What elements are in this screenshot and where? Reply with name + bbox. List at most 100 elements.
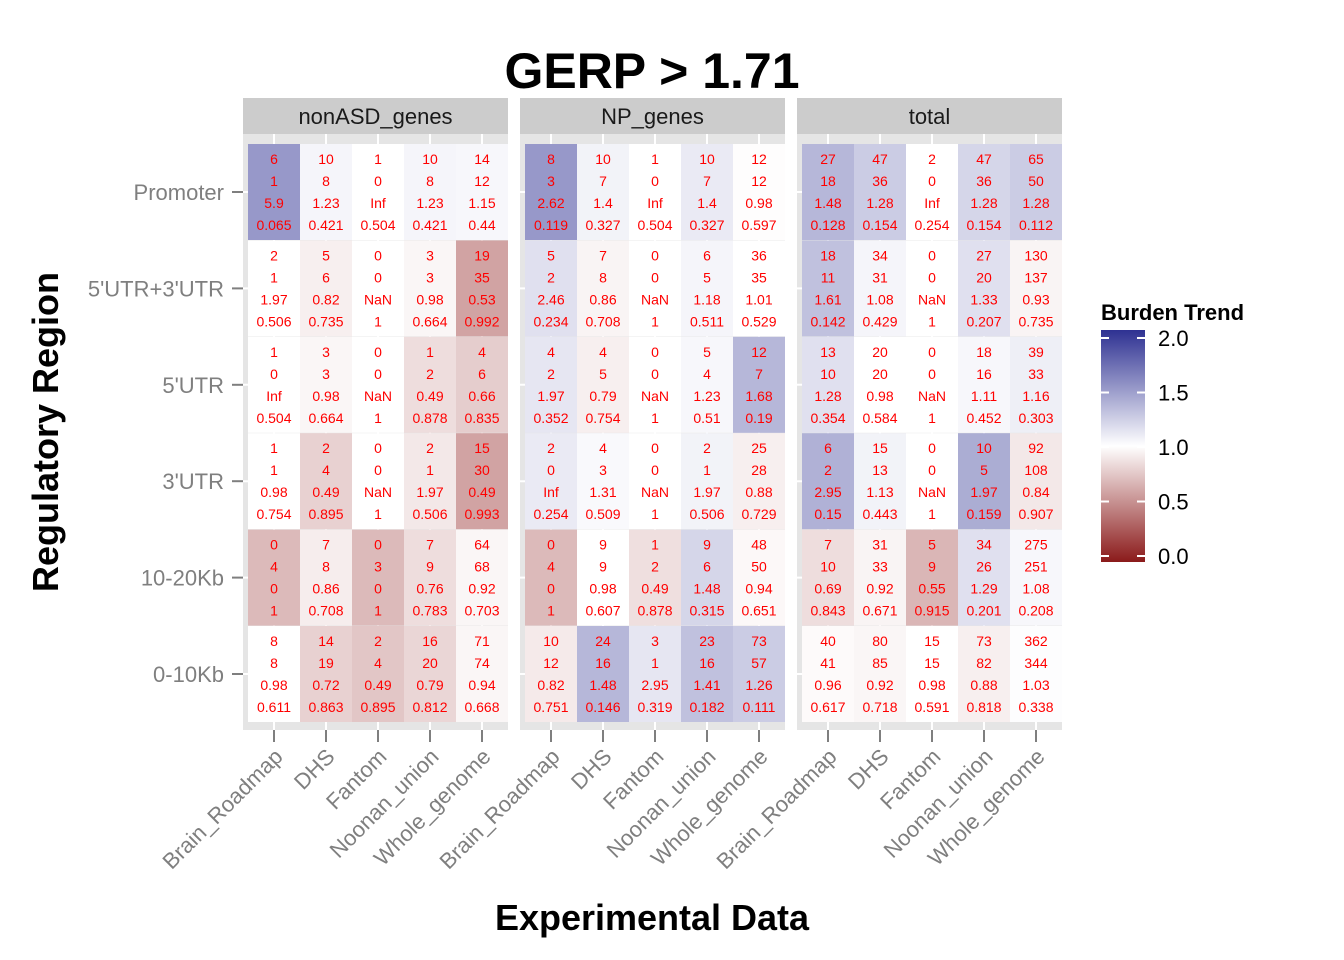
cell-fill	[300, 240, 352, 337]
cell-label: 0.506	[412, 506, 447, 522]
cell-label: 1.23	[312, 195, 339, 211]
cell-label: 12	[751, 344, 767, 360]
cell-label: 0	[374, 247, 382, 263]
heatmap-cell: 27 18 1.48 0.128	[802, 144, 854, 240]
cell-label: 2.62	[537, 195, 564, 211]
cell-label: 0	[270, 537, 278, 553]
cell-label: 0.303	[1018, 410, 1053, 426]
cell-label: 6	[703, 247, 711, 263]
facet-label: NP_genes	[601, 104, 704, 129]
heatmap-cell: 40 41 0.96 0.617	[802, 626, 854, 722]
cell-label: 2	[928, 151, 936, 167]
cell-label: 0.88	[745, 484, 772, 500]
cell-fill	[525, 144, 577, 240]
cell-label: 0	[651, 173, 659, 189]
heatmap-cell: 362 344 1.03 0.338	[1010, 626, 1062, 722]
cell-label: 0.208	[1018, 603, 1053, 619]
cell-fill	[577, 240, 629, 337]
cell-label: 0.611	[257, 699, 291, 715]
cell-label: 50	[751, 559, 767, 575]
cell-label: 0.651	[741, 603, 776, 619]
cell-label: 0	[651, 440, 659, 456]
cell-fill	[802, 240, 854, 337]
cell-label: 0	[928, 440, 936, 456]
cell-label: 0	[928, 247, 936, 263]
cell-label: 0.94	[468, 677, 495, 693]
cell-label: 2	[703, 440, 711, 456]
cell-label: 0.754	[585, 410, 620, 426]
cell-fill	[248, 433, 300, 530]
cell-label: 0.878	[412, 410, 447, 426]
heatmap-cell: 1 0 Inf 0.504	[248, 336, 300, 433]
heatmap-cell: 16 20 0.79 0.812	[404, 626, 456, 722]
heatmap-cell: 1 2 0.49 0.878	[629, 529, 681, 626]
cell-label: 0.96	[814, 677, 841, 693]
cell-label: 0.86	[589, 291, 616, 307]
cell-label: 0.506	[689, 506, 724, 522]
cell-label: 1	[374, 410, 382, 426]
cell-fill	[300, 433, 352, 530]
cell-label: 0.835	[464, 410, 499, 426]
cell-fill	[733, 529, 785, 626]
cell-label: 0.843	[810, 603, 845, 619]
heatmap-cell: 3 3 0.98 0.664	[300, 336, 352, 433]
heatmap-cell: 7 10 0.69 0.843	[802, 529, 854, 626]
cell-label: 0.664	[412, 313, 447, 329]
cell-label: 0.915	[914, 603, 949, 619]
cell-fill	[352, 626, 404, 722]
cell-label: 344	[1024, 655, 1048, 671]
facet-label: total	[909, 104, 951, 129]
heatmap-cell: 47 36 1.28 0.154	[854, 144, 906, 240]
cell-label: 0.729	[741, 506, 776, 522]
cell-label: 27	[820, 151, 836, 167]
cell-label: 2	[270, 247, 278, 263]
cell-label: 7	[599, 247, 607, 263]
cell-label: 74	[474, 655, 490, 671]
cell-label: 0.92	[866, 581, 893, 597]
heatmap-cell: 6 1 5.9 0.065	[248, 144, 300, 240]
cell-fill	[248, 144, 300, 240]
cell-label: 6	[824, 440, 832, 456]
cell-label: 1.68	[745, 388, 772, 404]
cell-label: 0.421	[308, 217, 343, 233]
cell-label: 0.76	[416, 581, 443, 597]
cell-label: 0.443	[862, 506, 897, 522]
heatmap-cell: 65 50 1.28 0.112	[1010, 144, 1062, 240]
cell-label: 3	[599, 462, 607, 478]
cell-fill	[802, 144, 854, 240]
heatmap-cell: 3 1 2.95 0.319	[629, 626, 681, 722]
cell-label: 9	[426, 559, 434, 575]
cell-label: 0	[374, 440, 382, 456]
cell-label: 1	[270, 173, 278, 189]
cell-fill	[906, 626, 958, 722]
cell-label: 0.15	[814, 506, 841, 522]
cell-label: 6	[478, 366, 486, 382]
heatmap-cell: 5 2 2.46 0.234	[525, 240, 577, 337]
heatmap-cell: 39 33 1.16 0.303	[1010, 336, 1062, 433]
cell-label: 33	[872, 559, 888, 575]
cell-label: 0.201	[966, 603, 1001, 619]
heatmap-cell: 0 0 NaN 1	[629, 336, 681, 433]
cell-label: Inf	[370, 195, 386, 211]
cell-label: 1.18	[693, 291, 720, 307]
x-tick-label: Brain_Roadmap	[711, 744, 841, 874]
cell-fill	[1010, 433, 1062, 530]
cell-fill	[300, 336, 352, 433]
cell-label: 1	[270, 462, 278, 478]
cell-fill	[958, 144, 1010, 240]
cell-label: 1	[928, 313, 936, 329]
cell-label: 1.97	[260, 291, 287, 307]
cell-label: 7	[426, 537, 434, 553]
cell-label: 82	[976, 655, 992, 671]
cell-label: 12	[751, 151, 767, 167]
cell-label: 0.207	[966, 313, 1001, 329]
heatmap-cell: 27 20 1.33 0.207	[958, 240, 1010, 337]
cell-label: 1	[426, 462, 434, 478]
cell-label: 12	[543, 655, 559, 671]
cell-label: 31	[872, 537, 888, 553]
cell-fill	[352, 336, 404, 433]
heatmap-cell: 8 8 0.98 0.611	[248, 626, 300, 722]
cell-label: 57	[751, 655, 767, 671]
cell-label: 1	[426, 344, 434, 360]
cell-label: 2	[426, 440, 434, 456]
